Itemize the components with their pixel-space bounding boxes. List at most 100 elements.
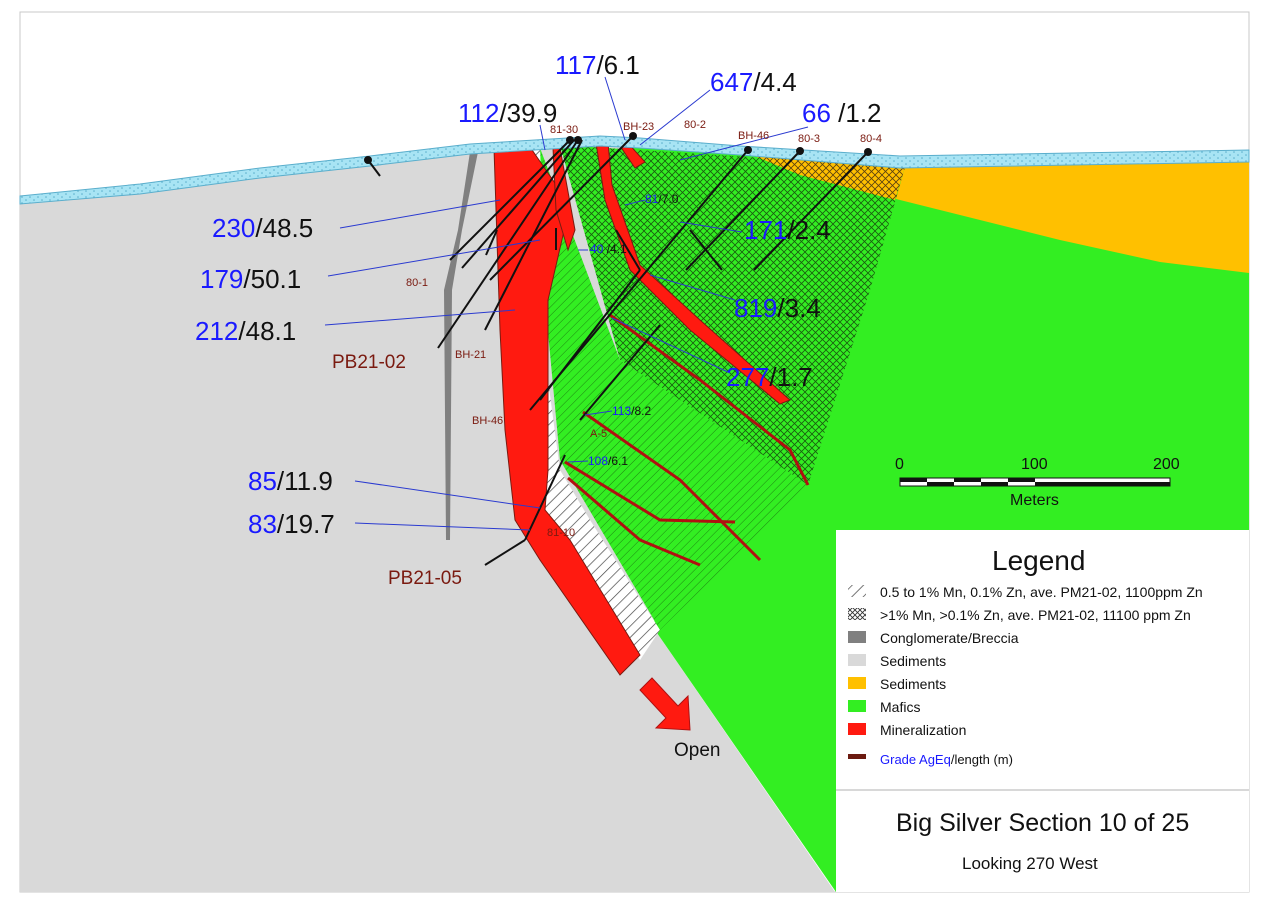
assay-leader	[604, 76, 626, 141]
mineralization-vein-4	[567, 476, 701, 567]
drill-hole-trace	[484, 539, 526, 566]
assay-label: 66 /1.2	[802, 98, 882, 128]
assay-leader	[584, 410, 613, 416]
section-title: Big Silver Section 10 of 25	[896, 809, 1189, 837]
drill-hole-trace	[489, 135, 634, 281]
assay-leader	[539, 124, 546, 151]
drill-hole-trace	[753, 151, 869, 271]
legend-item: Sediments	[880, 676, 946, 692]
assay-leader	[354, 522, 531, 531]
legend-item: Conglomerate/Breccia	[880, 630, 1019, 646]
legend-swatch-sediment-orange	[848, 677, 866, 689]
sediment-grey-unit	[20, 139, 620, 892]
legend: Legend 0.5 to 1% Mn, 0.1% Zn, ave. PM21-…	[836, 530, 1249, 892]
assay-label: 112/39.9	[458, 98, 557, 128]
scale-tick: 0	[895, 456, 904, 473]
drill-hole-trace	[579, 324, 661, 421]
hole-label: PB21-02	[332, 352, 406, 373]
assay-leader	[354, 480, 541, 509]
section-subtitle: Looking 270 West	[962, 854, 1098, 873]
mineralization-main	[493, 146, 641, 676]
assay-leader	[639, 89, 711, 146]
assay-leader	[649, 274, 736, 301]
hole-label: BH-23	[623, 121, 654, 133]
drill-hole-trace	[485, 229, 498, 256]
legend-item: Mineralization	[880, 722, 966, 738]
legend-grade-label: Grade AgEq/length (m)	[880, 752, 1013, 767]
hole-label: 81-30	[550, 124, 578, 136]
collar-marker	[364, 156, 372, 164]
mineralization-vein-2	[582, 410, 762, 562]
scale-tick: 200	[1153, 456, 1180, 473]
mineralization-vein-1	[609, 313, 810, 486]
legend-item: 0.5 to 1% Mn, 0.1% Zn, ave. PM21-02, 110…	[880, 584, 1203, 600]
legend-swatch-conglomerate	[848, 631, 866, 643]
legend-swatch-crosshatch	[848, 608, 866, 620]
collar-marker	[566, 136, 574, 144]
scale-tick: 100	[1021, 456, 1048, 473]
assay-label-small: 81/7.0	[645, 192, 679, 206]
assay-label: 819/3.4	[734, 293, 821, 323]
hole-labels: 81-30 BH-23 80-2 BH-46 80-3 80-4 80-1 PB…	[332, 119, 882, 589]
hole-label: 80-1	[406, 277, 428, 289]
green-hatch-zone	[540, 148, 808, 630]
assay-leader	[339, 199, 501, 229]
assay-leader	[327, 239, 541, 277]
overburden-band	[19, 135, 1250, 205]
open-arrow-icon	[639, 677, 691, 731]
assay-leader	[324, 309, 516, 326]
assay-label: 212/48.1	[195, 316, 296, 346]
collar-marker	[744, 146, 752, 154]
legend-heading: Legend	[992, 545, 1085, 576]
assay-leader	[624, 199, 646, 206]
drill-hole-trace	[689, 229, 723, 271]
assay-label: 83/19.7	[248, 509, 335, 539]
hole-label: A-5	[590, 428, 607, 440]
legend-item: Sediments	[880, 653, 946, 669]
mineralization-vein-3	[564, 460, 736, 524]
collar-marker	[574, 136, 582, 144]
open-label: Open	[674, 740, 720, 761]
hole-label: 80-4	[860, 133, 882, 145]
mineralization-branch-2	[595, 142, 791, 405]
legend-item: Mafics	[880, 699, 920, 715]
assay-label-small: 40 /4.1	[590, 242, 627, 256]
drill-hole-trace	[524, 454, 566, 541]
hole-label: PB21-05	[388, 568, 462, 589]
assay-leader	[679, 221, 743, 233]
assay-label: 85/11.9	[248, 466, 333, 496]
hole-label: 81-10	[547, 527, 575, 539]
assay-leader	[567, 460, 589, 463]
collar-markers	[364, 132, 872, 164]
assay-leaders	[324, 76, 809, 531]
drill-hole-trace	[437, 139, 579, 349]
small-assay-labels: 81/7.0 40 /4.1 113/8.2 108/6.1	[588, 192, 679, 468]
assay-leader	[611, 317, 731, 374]
assay-label-small: 113/8.2	[612, 404, 651, 418]
collar-marker	[796, 147, 804, 155]
legend-swatch-grade	[848, 754, 866, 759]
drill-hole-trace	[615, 229, 641, 271]
assay-label: 230/48.5	[212, 213, 313, 243]
legend-swatch-mafics	[848, 700, 866, 712]
drill-hole-trace	[461, 139, 575, 269]
drill-hole-trace	[449, 139, 571, 261]
hole-label: BH-46	[472, 415, 503, 427]
assay-label: 179/50.1	[200, 264, 301, 294]
legend-item: >1% Mn, >0.1% Zn, ave. PM21-02, 11100 pp…	[880, 607, 1191, 623]
crosshatch-zone	[560, 145, 905, 485]
assay-leader	[679, 126, 809, 161]
legend-swatch-sparse-hatch	[848, 585, 866, 597]
assay-label: 117/6.1	[555, 50, 640, 80]
hole-label: 80-2	[684, 119, 706, 131]
hole-label: 80-3	[798, 133, 820, 145]
drill-hole-trace	[539, 269, 641, 401]
assay-label: 277/1.7	[726, 362, 813, 392]
assay-label-small: 108/6.1	[588, 454, 628, 468]
scale-unit: Meters	[1010, 492, 1059, 509]
conglomerate-breccia-unit	[444, 152, 478, 540]
crosshatch-zone-orange	[740, 150, 905, 200]
scale-bar: 0 100 200 Meters	[895, 456, 1180, 509]
drill-holes	[367, 135, 869, 566]
